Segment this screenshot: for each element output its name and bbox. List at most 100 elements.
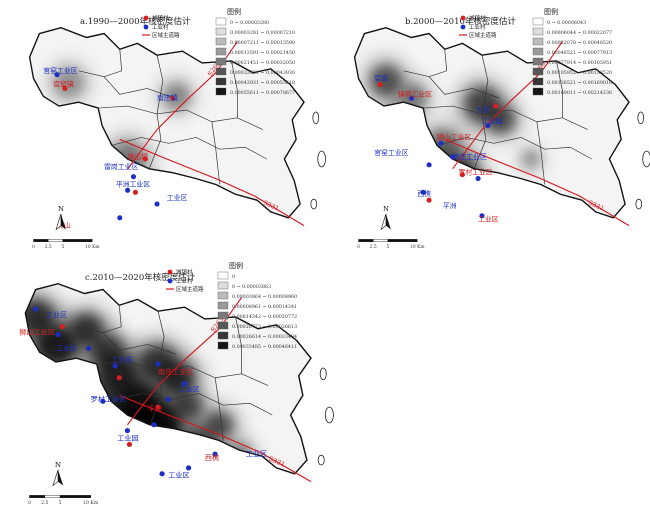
legend-class-swatch bbox=[217, 291, 229, 300]
scale-segment bbox=[387, 239, 418, 243]
legend-class-label: 0.00032051 ~ 0.00043930 bbox=[230, 70, 295, 76]
scale-segment bbox=[44, 495, 61, 499]
north-label: N bbox=[383, 205, 389, 213]
place-label: 工业区 bbox=[56, 343, 77, 352]
town-point bbox=[132, 189, 138, 195]
legend-symbol-label: 城镇村 bbox=[176, 268, 193, 276]
island bbox=[310, 198, 318, 210]
district-boundary bbox=[473, 55, 489, 169]
place-label: 工业园 bbox=[482, 117, 503, 126]
island bbox=[312, 111, 320, 125]
scale-tick-label: 0 bbox=[32, 245, 35, 250]
legend-class-label: 0.00043931 ~ 0.00055610 bbox=[230, 80, 295, 86]
place-label: 工业区 bbox=[168, 471, 189, 480]
scale-segment bbox=[48, 239, 64, 243]
industry-point bbox=[85, 345, 92, 351]
legend-class-label: 0.00021451 ~ 0.00032050 bbox=[230, 60, 295, 66]
industry-point bbox=[475, 176, 481, 182]
main-road bbox=[444, 138, 630, 227]
town-point bbox=[493, 103, 499, 109]
north-label: N bbox=[55, 461, 61, 469]
industry-point bbox=[124, 428, 131, 434]
place-label: 南庄镇 bbox=[157, 93, 178, 102]
legend-class-label: 0.00008961 ~ 0.00014341 bbox=[232, 304, 297, 310]
industry-point bbox=[130, 174, 137, 180]
town-point bbox=[116, 375, 122, 381]
legend-class-swatch bbox=[217, 331, 229, 340]
panel-title: a.1990—2000年核密度估计 bbox=[80, 16, 191, 27]
density-halo bbox=[374, 100, 413, 139]
legend-class-swatch bbox=[217, 311, 229, 320]
scale-bar: 0 2.5 5 10 Km bbox=[357, 239, 425, 250]
north-arrow: N bbox=[52, 461, 64, 487]
legend-industry-symbol bbox=[143, 24, 149, 30]
legend-symbol-label: 工业村 bbox=[176, 277, 193, 285]
map-panel-c: c.2010—2020年核密度估计S263S331工业区狮山工业区工业区工业园南… bbox=[19, 261, 334, 506]
industry-point bbox=[32, 306, 39, 312]
scale-segment bbox=[33, 239, 49, 243]
legend-class-swatch bbox=[215, 17, 227, 26]
industry-point bbox=[426, 162, 432, 168]
industry-point bbox=[154, 201, 160, 207]
place-label: 官窑工业区 bbox=[374, 148, 408, 157]
industry-point bbox=[55, 332, 61, 338]
island bbox=[324, 406, 334, 424]
place-label: 罗村工业区 bbox=[458, 168, 492, 177]
scale-tick-label: 5 bbox=[387, 245, 390, 250]
legend-class-swatch bbox=[532, 87, 544, 96]
industry-point bbox=[125, 187, 131, 193]
district-boundary bbox=[214, 377, 224, 441]
scale-bar: 0 2.5 5 10 Km bbox=[32, 239, 100, 250]
main-road bbox=[452, 41, 563, 170]
legend-class-swatch bbox=[215, 27, 227, 36]
place-label: 官窑工业区 bbox=[43, 66, 77, 75]
industry-point bbox=[212, 451, 218, 457]
scale-tick-label: 2.5 bbox=[41, 500, 48, 506]
district-boundary bbox=[76, 326, 177, 355]
industry-point bbox=[151, 422, 157, 428]
place-label: 工业区 bbox=[178, 385, 199, 394]
map-panel-a: a.1990—2000年核密度估计S263S331官窑工业区官窑镇南庄镇雷岗工业… bbox=[28, 7, 326, 250]
region-boundary bbox=[24, 282, 312, 475]
island bbox=[317, 454, 325, 466]
district-boundary bbox=[148, 55, 164, 169]
town-point bbox=[426, 197, 432, 203]
town-point bbox=[62, 85, 68, 91]
legend-industry-symbol bbox=[167, 278, 173, 284]
main-road bbox=[119, 138, 305, 227]
place-label: 工业区 bbox=[46, 310, 67, 319]
legend-class-label: 0.00007211 ~ 0.00013590 bbox=[230, 40, 295, 46]
island bbox=[642, 150, 650, 168]
north-arrow-light bbox=[52, 469, 59, 487]
scale-segment bbox=[373, 239, 389, 243]
industry-point bbox=[159, 471, 165, 477]
industry-point bbox=[185, 465, 192, 471]
legend-class-swatch bbox=[215, 87, 227, 96]
legend-class-label: 0.00014342 ~ 0.00020772 bbox=[232, 314, 297, 320]
legend-symbol-label: 区域主道路 bbox=[469, 31, 497, 39]
town-point bbox=[459, 172, 465, 178]
legend-class-label: 0 ~ 0.00006043 bbox=[547, 20, 586, 26]
legend-class-label: 0.00026614 ~ 0.00033484 bbox=[232, 334, 297, 340]
density-hotspot bbox=[487, 106, 516, 134]
district-boundary bbox=[231, 60, 238, 118]
density-hotspot bbox=[415, 155, 443, 183]
industry-point bbox=[117, 215, 123, 221]
scale-tick-label: 5 bbox=[59, 500, 62, 506]
legend-class-label: 0.00022078 ~ 0.00048520 bbox=[547, 40, 612, 46]
legend-class-swatch bbox=[532, 67, 544, 76]
legend-class-swatch bbox=[217, 271, 229, 280]
legend-town-symbol bbox=[143, 15, 149, 21]
town-point bbox=[126, 441, 133, 447]
scale-bar: 0 2.5 5 10 Km bbox=[28, 495, 99, 506]
place-label: 官窑 bbox=[374, 74, 388, 83]
map-panel-b: b.2000—2010年核密度估计S263S331官窑镇南工业区大沥官窑工业区狮… bbox=[353, 7, 650, 250]
legend-class-label: 0.00006044 ~ 0.00022077 bbox=[547, 30, 612, 36]
legend-town-symbol bbox=[167, 269, 173, 275]
scale-tick-label: 2.5 bbox=[370, 245, 377, 250]
legend-class-label: 0 ~ 0.00003280 bbox=[230, 20, 269, 26]
legend-title: 图例 bbox=[544, 7, 558, 16]
legend-class-label: 0.00003281 ~ 0.00007210 bbox=[230, 30, 295, 36]
